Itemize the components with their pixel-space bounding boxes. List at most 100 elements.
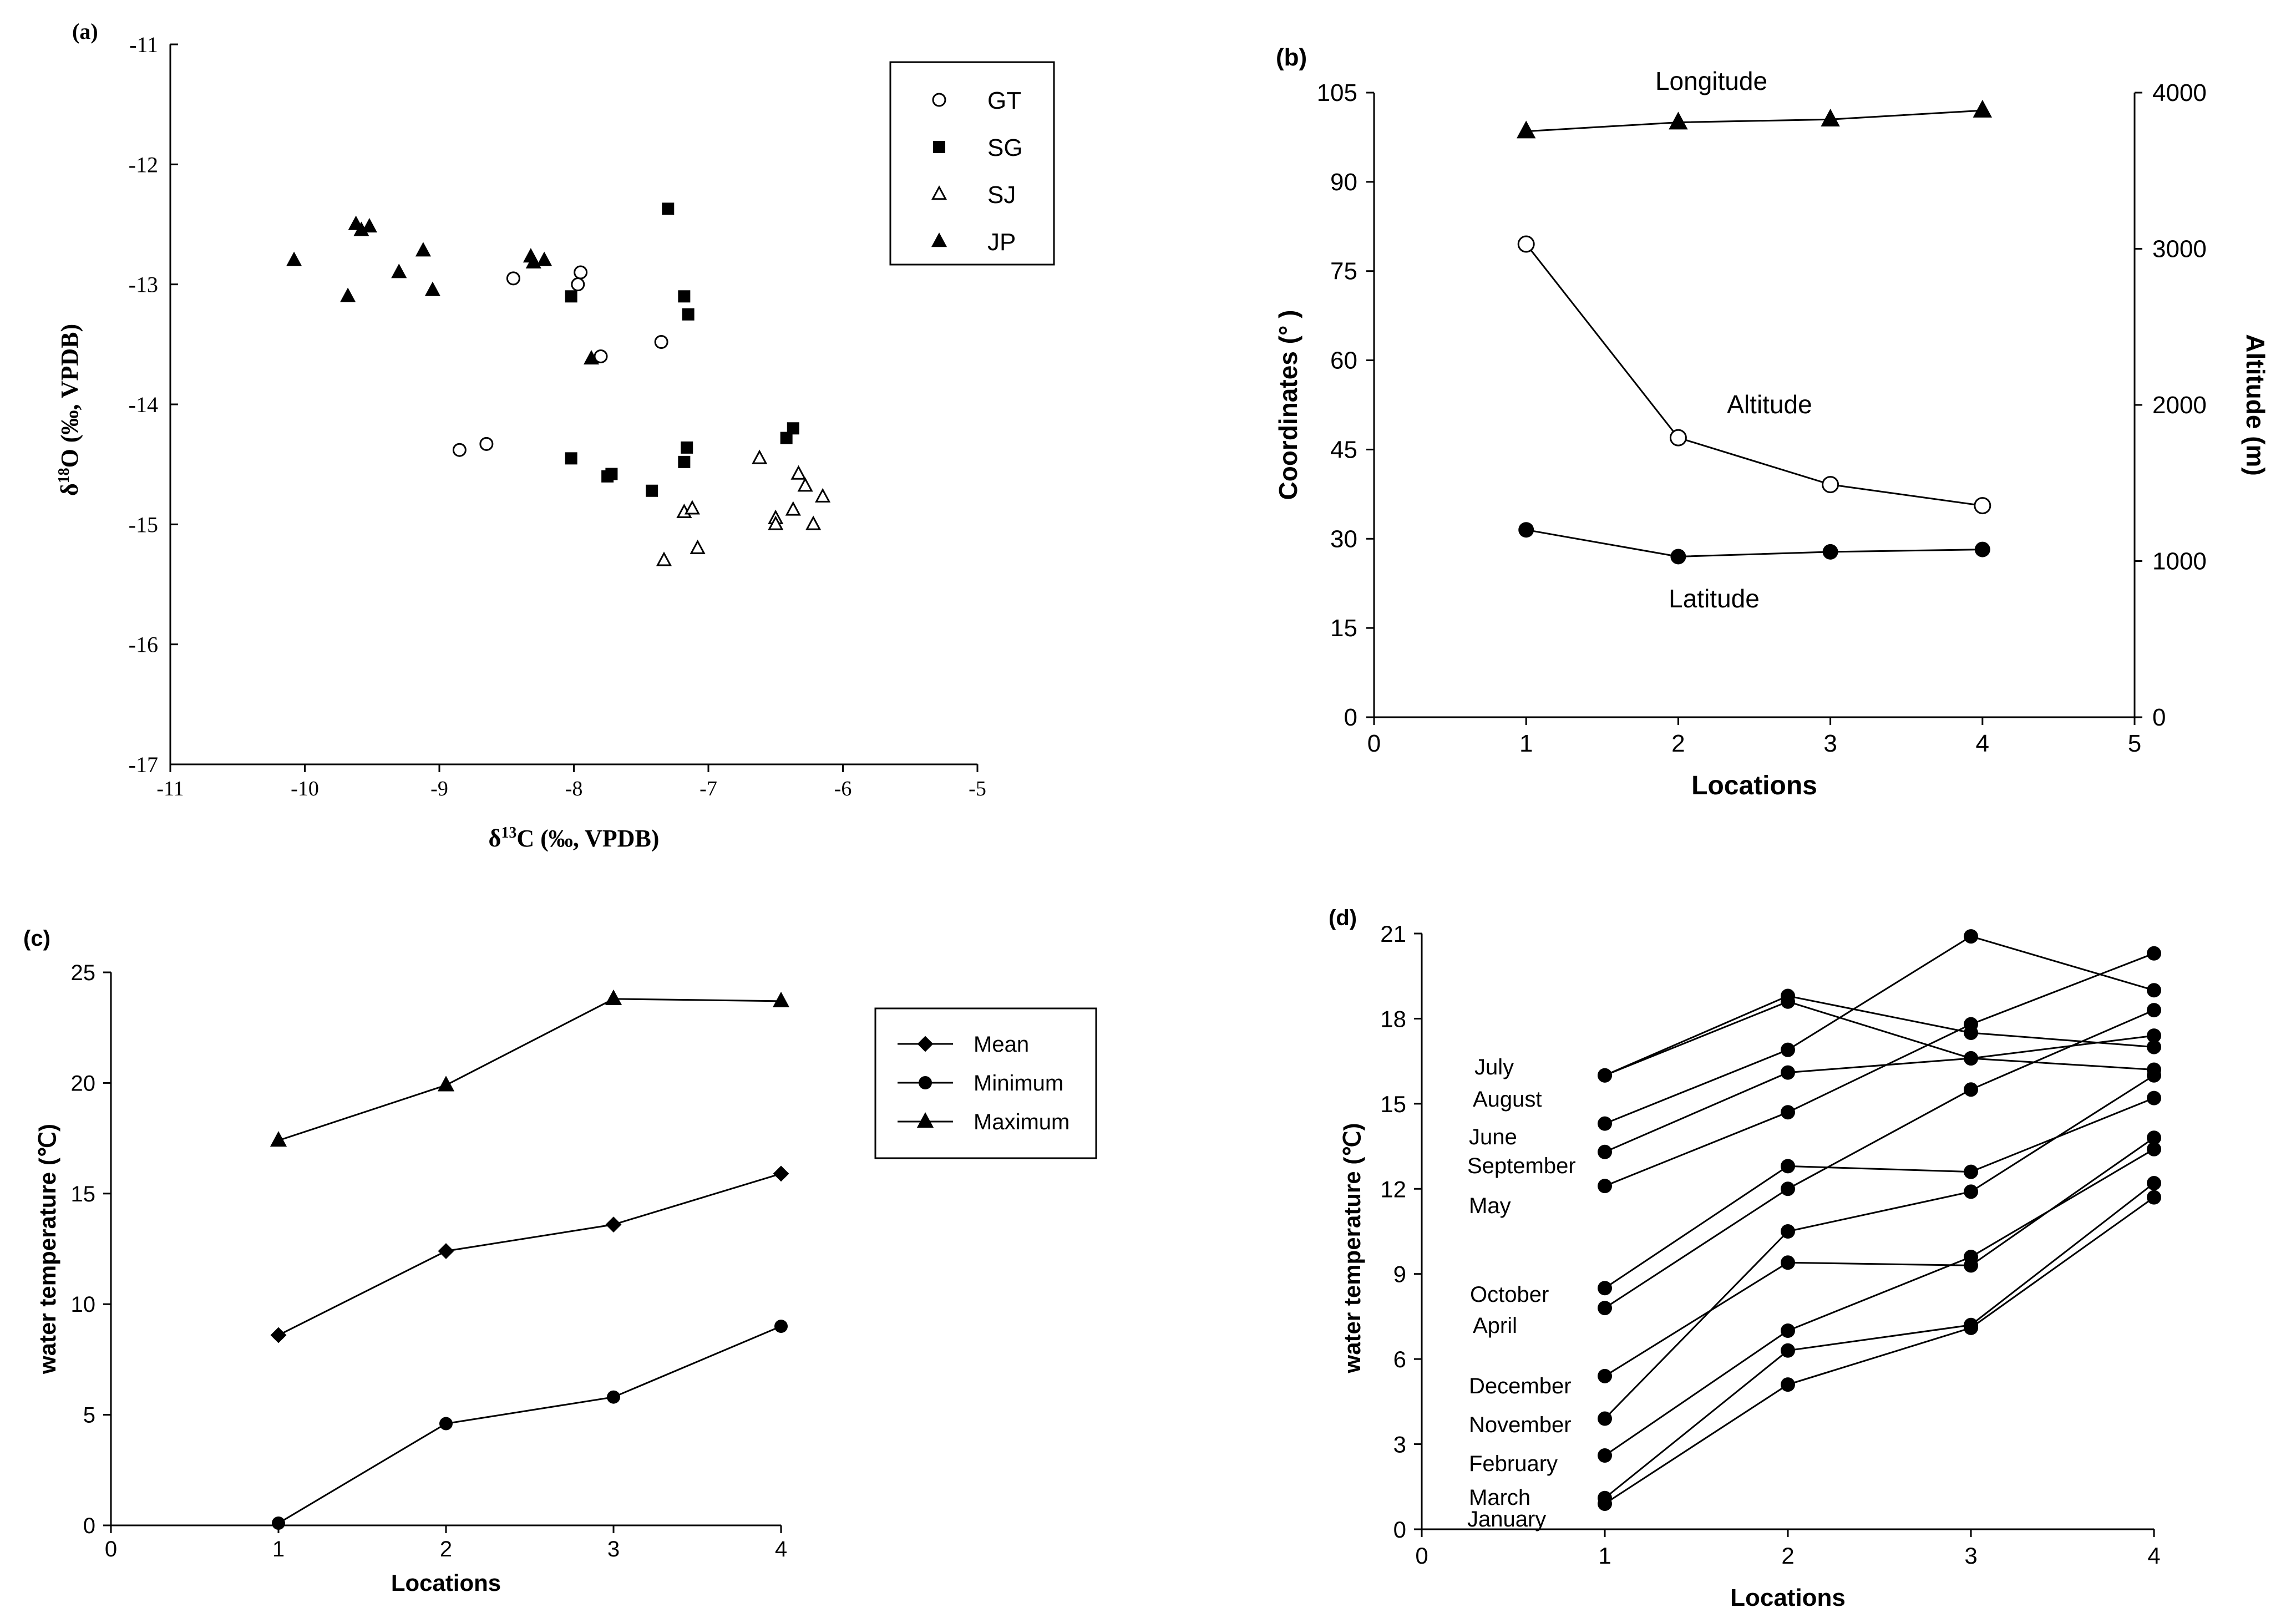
y-tick-label: 9 <box>1393 1261 1406 1287</box>
y-tick-label: 6 <box>1393 1346 1406 1372</box>
point-january <box>1781 1377 1795 1392</box>
point-latitude <box>1518 522 1534 538</box>
y-axis-title-sup: 18 <box>55 468 73 483</box>
series-line-longitude <box>1526 109 1983 133</box>
point-february <box>1598 1448 1612 1463</box>
point-sj <box>815 488 831 503</box>
x-tick-label: 2 <box>440 1537 452 1561</box>
x-axis-title: δ13C (‰, VPDB) <box>489 824 660 852</box>
point-gt <box>506 271 520 286</box>
point-september <box>1964 1051 1978 1066</box>
point-september <box>1598 1144 1612 1159</box>
x-tick-label: 2 <box>1671 730 1685 757</box>
x-tick-label: -5 <box>969 777 986 800</box>
point-sj <box>768 515 784 530</box>
month-label-january: January <box>1467 1507 1546 1531</box>
y-tick-label: 18 <box>1380 1006 1406 1032</box>
point-latitude <box>1822 544 1838 560</box>
point-october <box>1598 1281 1612 1296</box>
month-label-april: April <box>1473 1313 1517 1338</box>
point-sg <box>605 468 618 480</box>
point-april <box>1781 1181 1795 1196</box>
y-tick-label: 0 <box>1393 1517 1406 1543</box>
x-axis-title: Locations <box>391 1570 501 1596</box>
x-tick-label: 0 <box>1367 730 1381 757</box>
y-axis-title-part: O (‰, VPDB) <box>56 324 83 468</box>
point-january <box>2147 1190 2161 1205</box>
panel-c-temperature-chart: (c) 0 5 10 15 20 25 0 1 2 3 4 Locations water tempera… <box>23 926 1097 1596</box>
month-label-september: September <box>1467 1154 1576 1178</box>
point-january <box>1964 1320 1978 1335</box>
point-minimum <box>439 1417 453 1431</box>
legend-label-sg: SG <box>987 134 1023 161</box>
point-latitude <box>1974 541 1990 557</box>
y-tick-label-right: 2000 <box>2152 392 2207 419</box>
y-tick-label: 20 <box>71 1071 96 1095</box>
point-december <box>1598 1368 1612 1383</box>
y-tick-label-right: 4000 <box>2152 79 2207 106</box>
x-axis-title: Locations <box>1691 771 1817 800</box>
point-sj <box>790 465 807 480</box>
month-label-november: November <box>1469 1413 1572 1437</box>
month-label-february: February <box>1469 1452 1558 1476</box>
point-maximum <box>605 989 622 1005</box>
x-axis-title: Locations <box>1730 1584 1846 1611</box>
y-tick-label-right: 3000 <box>2152 236 2207 263</box>
y-tick-label: 3 <box>1393 1432 1406 1458</box>
point-june <box>2147 983 2161 998</box>
series-line-october <box>1604 1097 2155 1289</box>
point-sg <box>681 441 693 454</box>
point-gt <box>452 443 467 457</box>
panel-a-scatter: (a)-11-12-13-14-15-16-17-11 -10 -9 -8 -7 -6 -5… <box>55 19 1055 852</box>
point-may <box>2147 946 2161 961</box>
point-jp <box>583 349 600 365</box>
point-december <box>2147 1130 2161 1145</box>
point-minimum <box>272 1517 285 1530</box>
y-tick-label: -13 <box>129 272 158 297</box>
point-longitude <box>1821 108 1840 126</box>
point-altitude <box>1822 476 1839 494</box>
point-jp <box>391 263 407 278</box>
series-line-latitude <box>1525 529 1983 557</box>
x-tick-label: 1 <box>272 1537 285 1561</box>
y-tick-label-left: 90 <box>1330 169 1357 196</box>
point-sg <box>678 290 691 303</box>
legend-label-gt: GT <box>987 87 1021 114</box>
series-line-altitude <box>1525 244 1983 507</box>
point-may <box>1964 1017 1978 1032</box>
y-tick-label-left: 0 <box>1344 704 1357 731</box>
panel-label: (d) <box>1329 906 1357 930</box>
y-tick-label: 15 <box>71 1182 96 1206</box>
month-label-december: December <box>1469 1374 1572 1398</box>
x-tick-label: 2 <box>1781 1543 1794 1569</box>
x-tick-label: 3 <box>1823 730 1837 757</box>
point-september <box>2147 1028 2161 1043</box>
x-tick-label: -10 <box>291 777 319 800</box>
point-jp <box>361 218 377 233</box>
point-sg <box>662 202 675 215</box>
series-label-altitude: Altitude <box>1727 390 1812 419</box>
x-axis-title-part: δ <box>489 825 501 852</box>
point-longitude <box>1516 120 1536 139</box>
legend-marker-mean <box>917 1036 934 1052</box>
point-sg <box>787 422 799 435</box>
panel-label: (b) <box>1276 44 1307 71</box>
y-tick-label-right: 0 <box>2152 704 2166 731</box>
point-march <box>2147 1176 2161 1191</box>
series-line-minimum <box>278 1325 782 1524</box>
point-november <box>1598 1411 1612 1426</box>
point-jp <box>525 253 541 269</box>
y-tick-label: 25 <box>71 961 96 985</box>
series-line-maximum <box>278 998 782 1142</box>
y-tick-label: -12 <box>129 152 158 177</box>
series-line-june <box>1604 935 2155 1125</box>
y-tick-label: 15 <box>1380 1091 1406 1117</box>
series-line-april <box>1604 1009 2155 1309</box>
point-november <box>1781 1224 1795 1239</box>
series-line-mean <box>278 1173 782 1336</box>
x-tick-label: -11 <box>156 777 184 800</box>
x-tick-label: 1 <box>1598 1543 1611 1569</box>
point-sg <box>780 432 793 444</box>
x-tick-label: -9 <box>430 777 448 800</box>
